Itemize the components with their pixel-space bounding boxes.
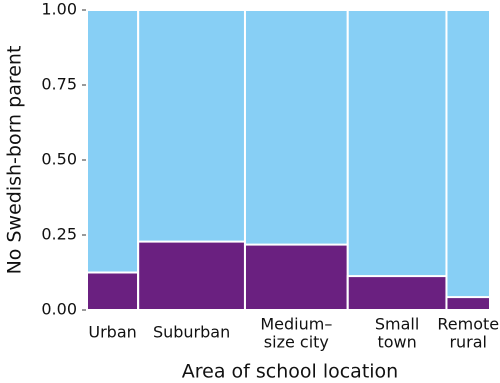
column bbox=[86, 9, 140, 311]
x-tick-label: Medium– bbox=[260, 315, 332, 334]
bar bbox=[86, 271, 140, 311]
y-tick-label: 0.75 bbox=[41, 75, 77, 94]
x-tick-label: Small bbox=[375, 315, 419, 334]
column bbox=[346, 9, 448, 311]
y-tick-label: 0.25 bbox=[41, 225, 77, 244]
column bbox=[445, 9, 492, 311]
x-axis-title: Area of school location bbox=[182, 361, 398, 383]
x-tick-label: Suburban bbox=[153, 323, 230, 342]
bar bbox=[346, 275, 448, 312]
x-tick-label: Urban bbox=[88, 323, 136, 342]
x-tick-label: rural bbox=[449, 333, 487, 352]
x-tick-label: town bbox=[377, 333, 416, 352]
bar bbox=[137, 240, 246, 312]
y-tick-label: 0.50 bbox=[41, 150, 77, 169]
y-axis-title: No Swedish-born parent bbox=[4, 46, 26, 275]
bar bbox=[243, 243, 349, 312]
y-tick-label: 1.00 bbox=[41, 0, 77, 19]
x-tick-label: Remote bbox=[437, 315, 499, 334]
x-tick-label: size city bbox=[264, 333, 329, 352]
y-tick-label: 0.00 bbox=[41, 300, 77, 319]
bar bbox=[445, 296, 492, 312]
